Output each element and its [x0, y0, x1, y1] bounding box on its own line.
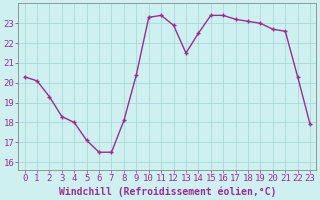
X-axis label: Windchill (Refroidissement éolien,°C): Windchill (Refroidissement éolien,°C)	[59, 186, 276, 197]
